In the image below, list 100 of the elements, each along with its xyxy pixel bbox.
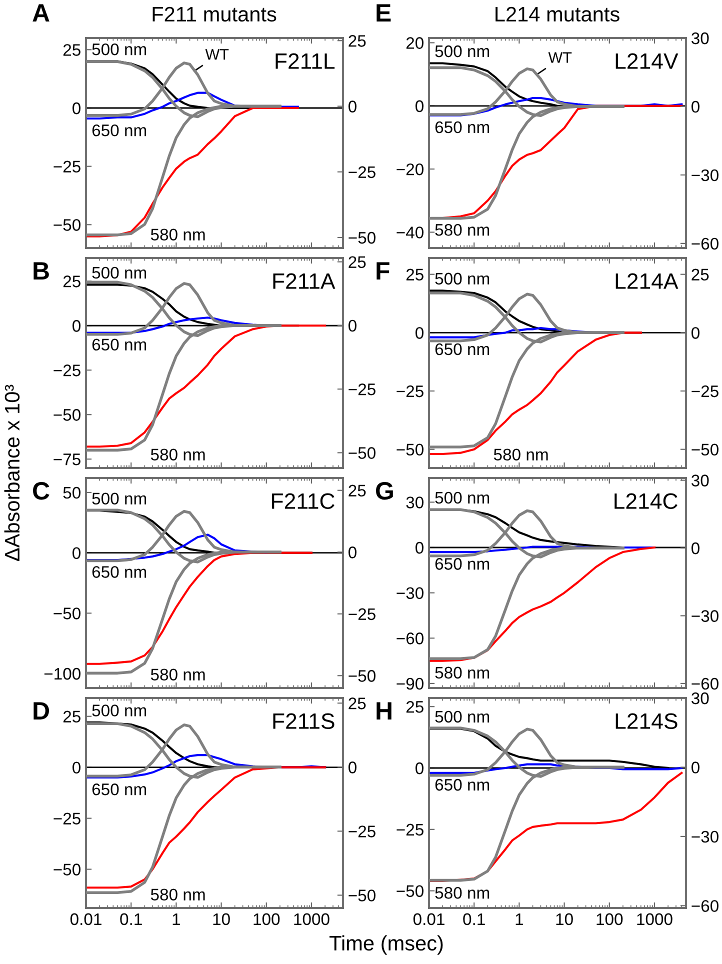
- y-tick-label: −60: [396, 632, 424, 644]
- series-label: 650 nm: [435, 558, 490, 570]
- series-label: 580 nm: [150, 888, 205, 901]
- text: E: [376, 4, 391, 22]
- y2-tick-label: −60: [692, 900, 718, 912]
- y2-tick-label: 25: [348, 484, 366, 497]
- text: B: [34, 262, 49, 280]
- y2-tick-label: −25: [348, 608, 376, 620]
- series-label: 650 nm: [92, 124, 146, 136]
- y-tick-label: 0: [72, 547, 80, 560]
- series-label: 500 nm: [92, 43, 146, 56]
- text: L214A: [616, 273, 678, 289]
- x-axis-title: Time (msec): [329, 935, 443, 955]
- x-tick-label: 0.1: [120, 913, 142, 926]
- y2-tick-label: 0: [692, 542, 700, 554]
- text: F211L: [276, 53, 335, 69]
- text: F211A: [273, 273, 336, 289]
- series-label: 580 nm: [494, 448, 548, 461]
- text: G: [376, 482, 393, 500]
- text: L214 mutants: [496, 6, 620, 22]
- series-label: 500 nm: [435, 492, 490, 504]
- text: L214S: [616, 713, 678, 730]
- y2-tick-label: −50: [348, 890, 376, 902]
- y-tick-label: −40: [396, 226, 424, 238]
- text: F: [376, 262, 390, 280]
- y2-tick-label: 0: [348, 762, 356, 774]
- text: F211S: [273, 713, 334, 730]
- y2-tick-label: 0: [348, 100, 356, 112]
- series-label: 650 nm: [435, 343, 490, 356]
- text: A: [32, 4, 50, 22]
- y2-tick-label: 30: [691, 474, 709, 486]
- series-label: 580 nm: [435, 666, 490, 679]
- annotation: WT: [548, 52, 572, 63]
- y-axis-title: ΔAbsorbance x 10³: [4, 384, 20, 561]
- y-tick-label: −50: [54, 219, 80, 231]
- series-label: 500 nm: [92, 492, 146, 505]
- y-tick-label: 25: [63, 44, 80, 56]
- x-tick-label: 100: [596, 913, 623, 926]
- text: C: [33, 482, 50, 500]
- y2-tick-label: 0: [692, 762, 700, 774]
- y2-tick-label: −60: [692, 238, 718, 250]
- text: F211C: [272, 493, 334, 510]
- y-tick-label: −20: [396, 163, 424, 176]
- y-tick-label: 50: [63, 486, 80, 499]
- text: L214C: [614, 493, 678, 510]
- y-tick-label: 25: [406, 700, 424, 713]
- y-tick-label: 0: [72, 762, 80, 774]
- y-tick-label: −25: [54, 160, 80, 173]
- y-tick-label: −50: [54, 409, 80, 421]
- series-label: 650 nm: [92, 338, 146, 351]
- y2-tick-label: −30: [692, 830, 718, 843]
- series-label: 500 nm: [92, 704, 146, 716]
- y2-tick-label: −60: [692, 678, 718, 690]
- series-label: 500 nm: [435, 272, 490, 285]
- y-tick-label: −50: [396, 885, 424, 898]
- y2-tick-label: −50: [348, 232, 376, 244]
- y2-tick-label: 0: [692, 327, 700, 339]
- series-label: 500 nm: [92, 266, 146, 279]
- y2-tick-label: −50: [692, 444, 718, 456]
- y2-tick-label: −25: [348, 383, 376, 396]
- y-tick-label: −25: [396, 385, 424, 398]
- y-tick-label: −25: [54, 812, 80, 824]
- x-tick-label: 1: [516, 913, 524, 925]
- x-tick-label: 1: [172, 913, 180, 925]
- y2-tick-label: 25: [692, 268, 709, 281]
- y-tick-label: −50: [396, 444, 424, 456]
- series-label: 650 nm: [92, 566, 146, 578]
- y-tick-label: −75: [54, 454, 80, 466]
- x-tick-label: 0.01: [413, 913, 444, 926]
- series-label: 500 nm: [435, 45, 490, 58]
- y-tick-label: −100: [44, 668, 80, 680]
- y-tick-label: 0: [72, 102, 80, 114]
- y2-tick-label: −50: [348, 670, 376, 682]
- y-tick-label: 0: [416, 762, 424, 774]
- x-tick-label: 10: [556, 913, 573, 926]
- x-tick-label: 1000: [637, 913, 672, 926]
- y2-tick-label: 25: [348, 35, 366, 47]
- series-label: 580 nm: [150, 668, 205, 681]
- y-tick-label: 25: [63, 276, 80, 288]
- y2-tick-label: 30: [691, 692, 709, 704]
- y2-tick-label: −25: [348, 826, 376, 838]
- y2-tick-label: −50: [348, 447, 376, 459]
- y2-tick-label: 25: [348, 256, 366, 268]
- text: D: [34, 702, 50, 720]
- series-label: 650 nm: [435, 121, 490, 134]
- y-tick-label: 0: [416, 100, 424, 112]
- series-label: 580 nm: [150, 228, 205, 241]
- y-tick-label: −50: [54, 864, 80, 876]
- series-label: 650 nm: [435, 778, 490, 791]
- x-tick-label: 100: [254, 913, 280, 926]
- y2-tick-label: −25: [348, 166, 376, 178]
- y2-tick-label: −30: [692, 610, 718, 622]
- y-tick-label: 25: [406, 268, 424, 281]
- y-tick-label: 0: [416, 542, 424, 554]
- y-tick-label: 0: [416, 327, 424, 339]
- y-tick-label: −25: [54, 364, 80, 376]
- y-tick-label: 0: [72, 320, 80, 332]
- series-label: 500 nm: [435, 710, 490, 723]
- text: F211 mutants: [152, 6, 276, 22]
- series-label: 580 nm: [435, 886, 490, 899]
